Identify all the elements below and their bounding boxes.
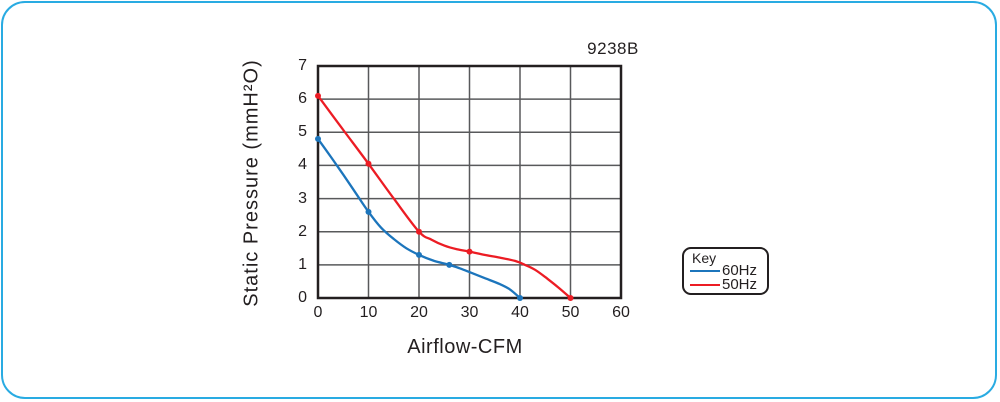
y-tick-2: 2	[298, 222, 307, 240]
60hz-line-swatch	[690, 269, 720, 273]
legend-label-50hz: 50Hz	[722, 276, 758, 293]
x-tick-0: 0	[313, 304, 323, 321]
legend-title: Key	[692, 250, 717, 266]
legend-label-60hz: 60Hz	[722, 262, 758, 279]
y-tick-0: 0	[298, 289, 307, 306]
marker-60hz-0cfm	[315, 135, 321, 142]
chart-title: 9238B	[587, 39, 639, 58]
marker-50hz-0cfm	[315, 92, 321, 99]
y-tick-5: 5	[298, 123, 307, 141]
y-tick-1: 1	[298, 255, 307, 273]
legend-item-60hz: 60Hz	[690, 262, 758, 279]
y-axis-label: Static Pressure (mmH²O)	[240, 59, 263, 307]
curve-50hz	[316, 94, 572, 300]
x-tick-40: 40	[511, 304, 529, 321]
x-tick-50: 50	[561, 304, 580, 321]
marker-50hz-50cfm	[567, 295, 574, 301]
y-tick-7: 7	[298, 57, 307, 74]
marker-50hz-10cfm	[365, 160, 372, 167]
x-tick-30: 30	[460, 304, 479, 321]
marker-60hz-26cfm	[446, 261, 453, 268]
y-tick-3: 3	[298, 189, 307, 207]
y-tick-6: 6	[298, 90, 307, 108]
x-tick-10: 10	[359, 304, 378, 321]
50hz-line-swatch	[690, 283, 720, 287]
x-tick-60: 60	[612, 304, 630, 321]
legend: Key 60Hz 50Hz	[682, 247, 769, 295]
x-axis-label: Airflow-CFM	[407, 336, 523, 358]
plot-border	[316, 64, 623, 300]
marker-60hz-40cfm	[517, 295, 523, 301]
marker-50hz-30cfm	[466, 248, 473, 255]
x-tick-20: 20	[410, 304, 428, 321]
legend-item-50hz: 50Hz	[690, 276, 758, 293]
marker-60hz-10cfm	[365, 208, 372, 215]
marker-60hz-20cfm	[416, 251, 422, 258]
curve-60hz	[316, 137, 522, 300]
y-tick-4: 4	[298, 156, 307, 174]
marker-50hz-20cfm	[416, 228, 422, 235]
